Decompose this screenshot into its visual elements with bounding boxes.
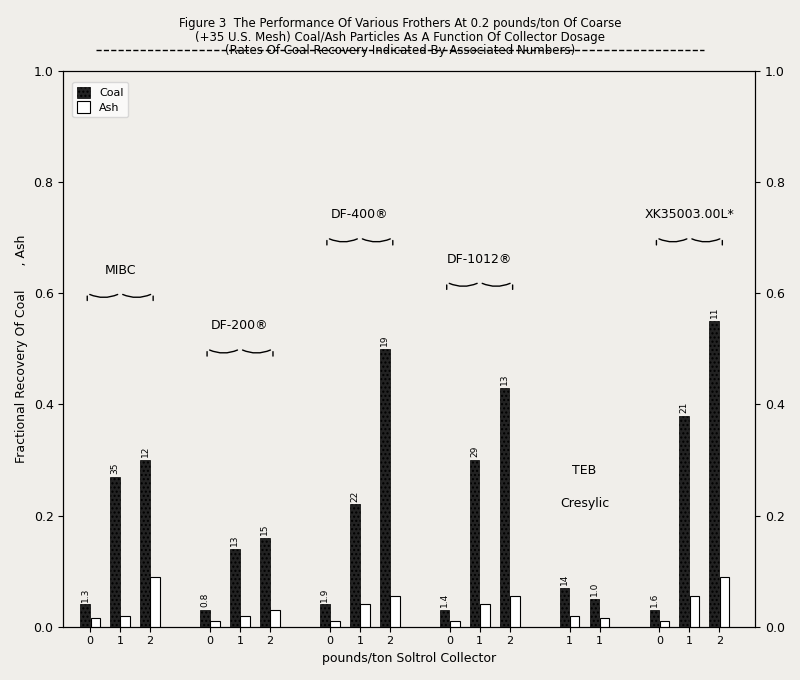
Text: 1.9: 1.9 — [320, 588, 330, 602]
Text: 12: 12 — [141, 446, 150, 457]
Bar — [440, 610, 450, 627]
Bar — [600, 618, 610, 627]
Bar — [210, 621, 220, 627]
Text: 14: 14 — [560, 574, 569, 585]
Bar — [380, 349, 390, 627]
Bar — [500, 388, 510, 627]
Text: 13: 13 — [500, 373, 509, 385]
Bar — [270, 610, 280, 627]
Bar — [200, 610, 210, 627]
Text: DF-1012®: DF-1012® — [447, 252, 512, 265]
Bar — [710, 321, 719, 627]
Bar — [150, 577, 160, 627]
Bar — [320, 605, 330, 627]
Text: 1.0: 1.0 — [590, 582, 599, 596]
Bar — [360, 605, 370, 627]
Bar — [330, 621, 340, 627]
Bar — [679, 415, 689, 627]
Text: 1.3: 1.3 — [81, 588, 90, 602]
Bar — [560, 588, 570, 627]
Bar — [80, 605, 90, 627]
Bar — [140, 460, 150, 627]
X-axis label: pounds/ton Soltrol Collector: pounds/ton Soltrol Collector — [322, 652, 496, 665]
Text: 29: 29 — [470, 446, 479, 457]
Bar — [260, 538, 270, 627]
Bar — [590, 599, 599, 627]
Text: MIBC: MIBC — [105, 264, 136, 277]
Bar — [720, 577, 730, 627]
Text: 19: 19 — [380, 335, 390, 346]
Text: 1.6: 1.6 — [650, 593, 659, 607]
Text: (Rates Of Coal Recovery Indicated By Associated Numbers): (Rates Of Coal Recovery Indicated By Ass… — [225, 44, 575, 57]
Text: 11: 11 — [710, 307, 718, 318]
Text: 15: 15 — [260, 524, 270, 535]
Bar — [690, 596, 699, 627]
Text: 35: 35 — [110, 462, 120, 474]
Bar — [390, 596, 400, 627]
Bar — [570, 615, 579, 627]
Bar — [350, 505, 359, 627]
Text: 22: 22 — [350, 490, 359, 502]
Text: (+35 U.S. Mesh) Coal/Ash Particles As A Function Of Collector Dosage: (+35 U.S. Mesh) Coal/Ash Particles As A … — [195, 31, 605, 44]
Text: 13: 13 — [230, 534, 239, 546]
Legend: Coal, Ash: Coal, Ash — [72, 82, 128, 117]
Bar — [90, 618, 100, 627]
Bar — [121, 615, 130, 627]
Text: DF-400®: DF-400® — [331, 208, 389, 221]
Bar — [110, 477, 120, 627]
Text: DF-200®: DF-200® — [211, 319, 269, 333]
Text: Cresylic: Cresylic — [560, 497, 609, 510]
Text: Figure 3  The Performance Of Various Frothers At 0.2 pounds/ton Of Coarse: Figure 3 The Performance Of Various Frot… — [178, 17, 622, 30]
Bar — [650, 610, 659, 627]
Bar — [480, 605, 490, 627]
Text: 21: 21 — [680, 401, 689, 413]
Text: 0.8: 0.8 — [201, 593, 210, 607]
Y-axis label: Fractional Recovery Of Coal      , Ash: Fractional Recovery Of Coal , Ash — [15, 235, 28, 463]
Text: XK35003.00L*: XK35003.00L* — [645, 208, 734, 221]
Bar — [240, 615, 250, 627]
Text: 1.4: 1.4 — [440, 593, 449, 607]
Bar — [470, 460, 479, 627]
Bar — [660, 621, 670, 627]
Text: TEB: TEB — [572, 464, 597, 477]
Bar — [510, 596, 519, 627]
Bar — [230, 549, 240, 627]
Bar — [450, 621, 460, 627]
